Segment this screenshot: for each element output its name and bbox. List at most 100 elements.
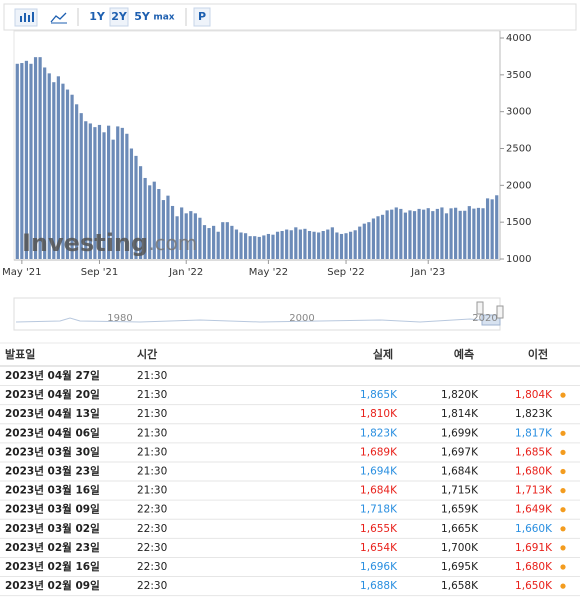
revised-dot bbox=[560, 430, 566, 436]
toolbar bbox=[3, 3, 577, 31]
navigator-label: 1980 bbox=[107, 313, 132, 324]
bar bbox=[125, 133, 129, 259]
bar bbox=[481, 208, 485, 259]
navigator-label: 2000 bbox=[289, 313, 314, 324]
row-date: 2023년 04월 13일 bbox=[5, 407, 100, 420]
bar bbox=[349, 231, 353, 259]
row-previous: 1,649K bbox=[515, 504, 553, 516]
bar bbox=[289, 230, 293, 259]
bar bbox=[321, 231, 325, 259]
bar bbox=[330, 227, 334, 259]
row-time: 21:30 bbox=[137, 466, 167, 478]
bar bbox=[271, 234, 275, 259]
row-time: 22:30 bbox=[137, 580, 167, 592]
bar bbox=[303, 228, 307, 259]
row-date: 2023년 02월 09일 bbox=[5, 579, 100, 592]
row-time: 22:30 bbox=[137, 523, 167, 535]
navigator[interactable] bbox=[13, 297, 501, 331]
range-button[interactable]: 1Y bbox=[89, 10, 106, 23]
bar bbox=[239, 232, 243, 259]
bar bbox=[243, 233, 248, 259]
bar bbox=[262, 235, 266, 259]
range-button[interactable]: 2Y bbox=[111, 10, 128, 23]
range-button[interactable]: 5Y bbox=[134, 10, 151, 23]
table-header: 발표일 bbox=[5, 347, 35, 361]
bar bbox=[367, 222, 371, 259]
bar bbox=[435, 208, 439, 259]
row-actual: 1,810K bbox=[360, 408, 398, 420]
navigator-handle[interactable] bbox=[496, 305, 504, 319]
navigator-line bbox=[15, 317, 491, 323]
p-button[interactable]: P bbox=[198, 10, 206, 23]
row-actual: 1,718K bbox=[360, 504, 398, 516]
y-tick-label: 2000 bbox=[506, 180, 531, 191]
bar bbox=[75, 104, 79, 259]
revised-dot bbox=[560, 468, 566, 475]
bar bbox=[175, 216, 179, 259]
watermark: Investing.com bbox=[22, 229, 197, 257]
row-actual: 1,654K bbox=[360, 542, 398, 554]
row-forecast: 1,684K bbox=[441, 466, 479, 478]
bar bbox=[412, 211, 417, 259]
y-tick-label: 4000 bbox=[506, 33, 531, 44]
row-previous: 1,713K bbox=[515, 485, 553, 497]
bar bbox=[339, 233, 344, 259]
bar bbox=[253, 236, 257, 259]
range-selected-frame[interactable] bbox=[109, 7, 129, 27]
bar bbox=[344, 233, 348, 259]
bar bbox=[257, 236, 261, 259]
revised-dot bbox=[560, 488, 566, 494]
row-previous: 1,823K bbox=[515, 408, 553, 420]
bar bbox=[417, 208, 421, 259]
row-date: 2023년 03월 23일 bbox=[5, 465, 100, 478]
bar bbox=[193, 213, 197, 259]
row-actual: 1,689K bbox=[360, 446, 398, 458]
bar bbox=[394, 207, 398, 259]
row-actual: 1,688K bbox=[360, 580, 398, 592]
bar bbox=[161, 200, 165, 259]
revised-dot bbox=[560, 564, 566, 570]
bar bbox=[61, 83, 65, 259]
bar bbox=[294, 227, 298, 259]
bar bbox=[198, 217, 202, 259]
bar bbox=[385, 210, 389, 259]
bar bbox=[472, 208, 476, 259]
bar bbox=[52, 82, 56, 259]
navigator-window[interactable] bbox=[481, 314, 501, 326]
line-chart-icon[interactable] bbox=[50, 12, 67, 24]
bar bbox=[440, 207, 444, 259]
row-actual: 1,694K bbox=[360, 466, 398, 478]
bar bbox=[390, 209, 394, 259]
bar bbox=[97, 124, 102, 259]
row-time: 21:30 bbox=[137, 389, 167, 401]
row-time: 22:30 bbox=[137, 542, 167, 554]
bar bbox=[47, 73, 51, 259]
bar bbox=[408, 210, 412, 259]
bar bbox=[65, 89, 70, 259]
bar bbox=[335, 232, 339, 259]
bar bbox=[353, 230, 357, 259]
bar bbox=[212, 225, 216, 259]
row-date: 2023년 02월 16일 bbox=[5, 560, 100, 573]
navigator-handle[interactable] bbox=[476, 301, 484, 315]
bar bbox=[107, 125, 111, 259]
bar bbox=[170, 205, 175, 259]
bar bbox=[116, 126, 120, 260]
row-previous: 1,685K bbox=[515, 446, 553, 458]
bar bbox=[189, 211, 193, 259]
table-header: 예측 bbox=[454, 347, 474, 361]
row-forecast: 1,665K bbox=[441, 523, 479, 535]
range-button[interactable]: max bbox=[153, 13, 174, 23]
bar bbox=[138, 166, 143, 259]
row-date: 2023년 03월 16일 bbox=[5, 484, 100, 497]
bar bbox=[120, 127, 124, 259]
bar bbox=[111, 139, 115, 259]
row-forecast: 1,659K bbox=[441, 504, 479, 516]
row-forecast: 1,699K bbox=[441, 427, 479, 439]
p-button-frame[interactable] bbox=[193, 7, 211, 27]
bar-chart-icon[interactable] bbox=[14, 8, 38, 27]
bar bbox=[43, 67, 47, 259]
bar bbox=[426, 208, 430, 259]
row-time: 21:30 bbox=[137, 427, 167, 439]
y-tick-label: 2500 bbox=[506, 144, 531, 155]
